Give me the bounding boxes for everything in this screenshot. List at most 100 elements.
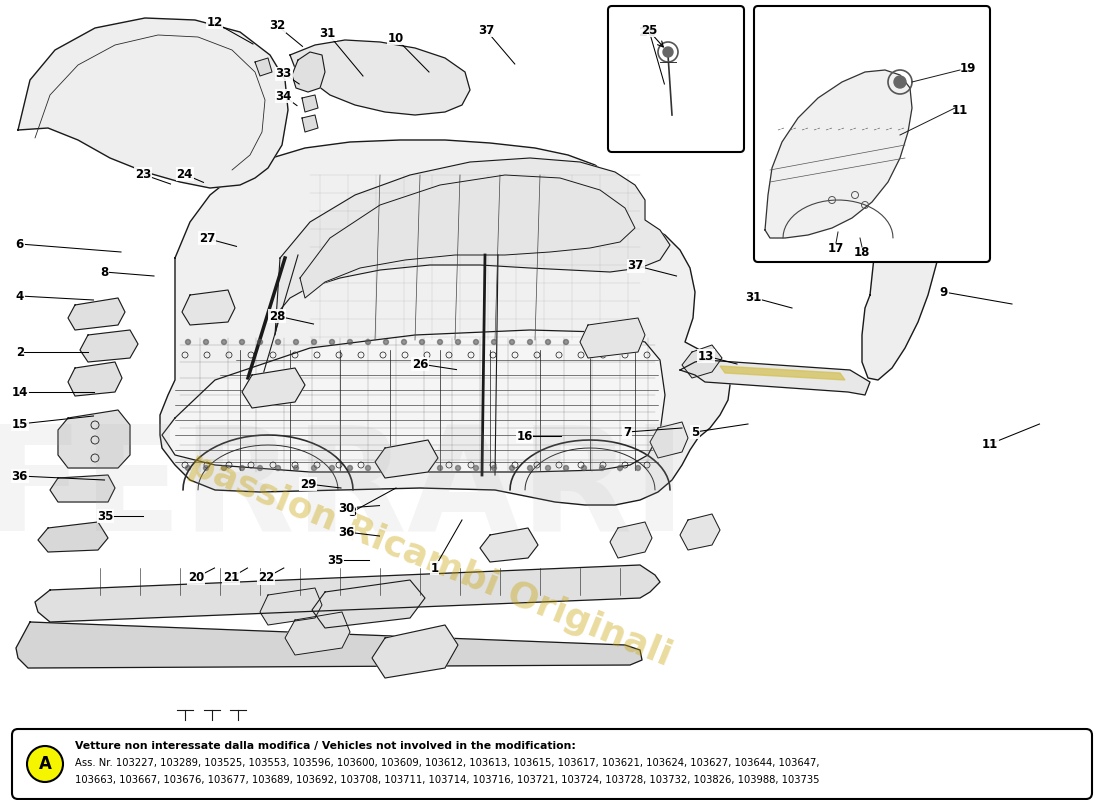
Circle shape xyxy=(546,339,550,345)
Text: Vetture non interessate dalla modifica / Vehicles not involved in the modificati: Vetture non interessate dalla modifica /… xyxy=(75,741,576,751)
Circle shape xyxy=(473,339,478,345)
Text: 31: 31 xyxy=(746,291,761,304)
Polygon shape xyxy=(680,514,720,550)
Polygon shape xyxy=(18,18,288,188)
Polygon shape xyxy=(255,58,272,76)
Polygon shape xyxy=(260,588,322,625)
Text: 25: 25 xyxy=(641,24,657,37)
Text: FERRARI: FERRARI xyxy=(0,419,686,561)
Polygon shape xyxy=(39,522,108,552)
Circle shape xyxy=(455,466,461,470)
Circle shape xyxy=(257,339,263,345)
Text: 22: 22 xyxy=(258,571,274,584)
Text: 4: 4 xyxy=(15,290,24,302)
Text: 3: 3 xyxy=(348,506,356,518)
Circle shape xyxy=(419,339,425,345)
Text: 19: 19 xyxy=(960,62,976,74)
Circle shape xyxy=(240,339,244,345)
Circle shape xyxy=(294,339,298,345)
Circle shape xyxy=(365,339,371,345)
Circle shape xyxy=(275,466,280,470)
Polygon shape xyxy=(650,422,688,458)
Polygon shape xyxy=(285,612,350,655)
Circle shape xyxy=(492,339,496,345)
Polygon shape xyxy=(372,625,458,678)
Text: 27: 27 xyxy=(199,232,214,245)
Text: 21: 21 xyxy=(223,571,239,584)
Text: 34: 34 xyxy=(276,90,292,102)
Polygon shape xyxy=(242,368,305,408)
Text: 18: 18 xyxy=(854,246,870,258)
Text: 31: 31 xyxy=(320,27,336,40)
Circle shape xyxy=(438,339,442,345)
Circle shape xyxy=(473,466,478,470)
Text: 32: 32 xyxy=(270,19,285,32)
Polygon shape xyxy=(162,330,666,472)
Circle shape xyxy=(402,466,407,470)
Polygon shape xyxy=(764,70,912,238)
Text: 24: 24 xyxy=(177,168,192,181)
Circle shape xyxy=(546,466,550,470)
Text: 33: 33 xyxy=(276,67,292,80)
Circle shape xyxy=(186,466,190,470)
Polygon shape xyxy=(300,175,635,298)
Polygon shape xyxy=(182,290,235,325)
Text: 25: 25 xyxy=(639,26,657,38)
Polygon shape xyxy=(80,330,138,362)
Circle shape xyxy=(365,466,371,470)
Polygon shape xyxy=(580,318,645,358)
Polygon shape xyxy=(292,52,324,92)
Text: 12: 12 xyxy=(207,16,222,29)
Circle shape xyxy=(528,339,532,345)
Text: 29: 29 xyxy=(300,478,316,490)
Circle shape xyxy=(636,339,640,345)
Circle shape xyxy=(617,466,623,470)
Text: 36: 36 xyxy=(339,526,354,538)
Circle shape xyxy=(894,76,906,88)
Circle shape xyxy=(221,339,227,345)
Text: 7: 7 xyxy=(623,426,631,438)
Polygon shape xyxy=(862,158,948,380)
Circle shape xyxy=(186,339,190,345)
Text: 35: 35 xyxy=(328,554,343,566)
Circle shape xyxy=(636,466,640,470)
Circle shape xyxy=(582,339,586,345)
Polygon shape xyxy=(68,298,125,330)
Circle shape xyxy=(348,466,352,470)
Polygon shape xyxy=(68,362,122,396)
Circle shape xyxy=(455,339,461,345)
Circle shape xyxy=(275,339,280,345)
Circle shape xyxy=(204,339,209,345)
Circle shape xyxy=(257,466,263,470)
Circle shape xyxy=(528,466,532,470)
Polygon shape xyxy=(302,115,318,132)
Text: 103663, 103667, 103676, 103677, 103689, 103692, 103708, 103711, 103714, 103716, : 103663, 103667, 103676, 103677, 103689, … xyxy=(75,775,820,785)
Circle shape xyxy=(600,339,605,345)
Circle shape xyxy=(330,466,334,470)
FancyBboxPatch shape xyxy=(12,729,1092,799)
Text: 37: 37 xyxy=(628,259,643,272)
Text: 10: 10 xyxy=(388,32,404,45)
Text: 23: 23 xyxy=(135,168,151,181)
Polygon shape xyxy=(682,345,722,378)
Circle shape xyxy=(438,466,442,470)
Text: 14: 14 xyxy=(12,386,28,398)
Circle shape xyxy=(402,339,407,345)
Text: 2: 2 xyxy=(15,346,24,358)
FancyBboxPatch shape xyxy=(754,6,990,262)
Polygon shape xyxy=(720,366,845,380)
Text: 16: 16 xyxy=(517,430,532,442)
Text: 6: 6 xyxy=(15,238,24,250)
Circle shape xyxy=(663,47,673,57)
Polygon shape xyxy=(50,475,116,502)
Circle shape xyxy=(384,339,388,345)
Circle shape xyxy=(330,339,334,345)
Circle shape xyxy=(582,466,586,470)
Text: 30: 30 xyxy=(339,502,354,514)
Circle shape xyxy=(204,466,209,470)
Polygon shape xyxy=(290,40,470,115)
Text: 37: 37 xyxy=(478,24,494,37)
Circle shape xyxy=(419,466,425,470)
Text: 26: 26 xyxy=(412,358,428,370)
Circle shape xyxy=(28,746,63,782)
